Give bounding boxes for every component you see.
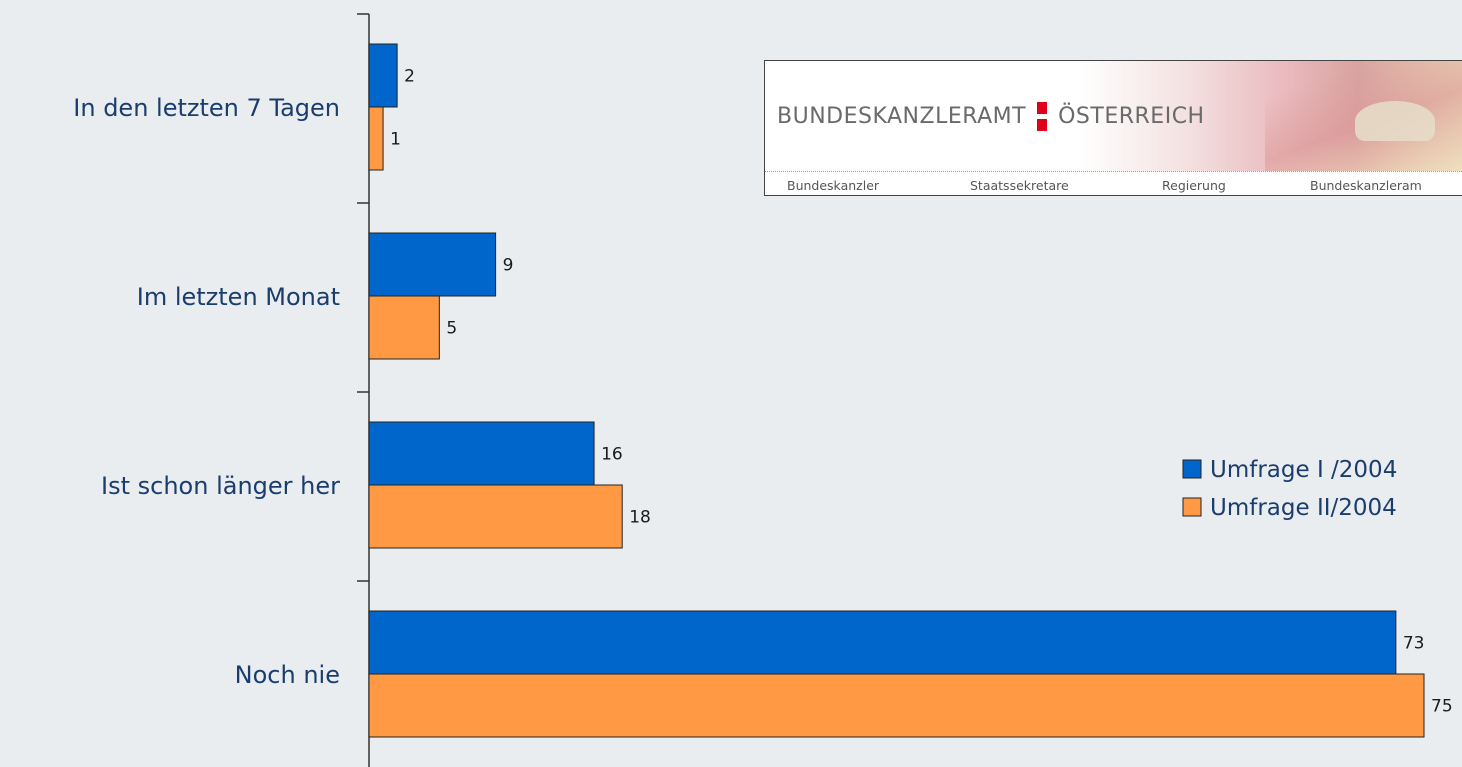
legend-swatch	[1182, 459, 1202, 479]
data-label: 16	[601, 445, 623, 465]
data-label: 9	[503, 256, 514, 276]
data-label: 5	[446, 319, 457, 339]
website-header-screenshot: BUNDESKANZLERAMT ÖSTERREICH Bundeskanzler…	[764, 60, 1462, 196]
bar-umfrage-i	[368, 43, 398, 108]
category-label: Noch nie	[235, 661, 340, 689]
category-label: In den letzten 7 Tagen	[73, 94, 340, 122]
nav-item-regierung: Regierung	[1162, 178, 1226, 193]
data-label: 73	[1403, 634, 1425, 654]
banner-decoration-shape	[1355, 101, 1435, 141]
category-label: Ist schon länger her	[101, 472, 340, 500]
data-label: 2	[404, 67, 415, 87]
bar-umfrage-i	[368, 610, 1397, 675]
flag-mark-icon	[1036, 96, 1048, 136]
site-nav: Bundeskanzler Staatssekretare Regierung …	[765, 171, 1462, 195]
brand-name-right: ÖSTERREICH	[1058, 103, 1205, 129]
legend-label: Umfrage II/2004	[1210, 495, 1397, 521]
category-label: Im letzten Monat	[137, 283, 340, 311]
bar-umfrage-i	[368, 421, 595, 486]
nav-item-staatssekretare: Staatssekretare	[970, 178, 1069, 193]
data-label: 1	[390, 130, 401, 150]
nav-item-bundeskanzler: Bundeskanzler	[787, 178, 880, 193]
legend-swatch	[1182, 497, 1202, 517]
data-label: 18	[629, 508, 651, 528]
nav-item-bundeskanzleramt: Bundeskanzleram	[1310, 178, 1422, 193]
legend: Umfrage I /2004 Umfrage II/2004	[1182, 457, 1397, 521]
brand-logo: BUNDESKANZLERAMT ÖSTERREICH	[777, 96, 1205, 136]
bar-umfrage-ii	[368, 484, 623, 549]
legend-label: Umfrage I /2004	[1210, 457, 1397, 483]
bar-umfrage-ii	[368, 106, 384, 171]
bar-umfrage-i	[368, 232, 497, 297]
bar-umfrage-ii	[368, 295, 440, 360]
data-label: 75	[1431, 697, 1453, 717]
bar-umfrage-ii	[368, 673, 1425, 738]
brand-name-left: BUNDESKANZLERAMT	[777, 103, 1027, 129]
